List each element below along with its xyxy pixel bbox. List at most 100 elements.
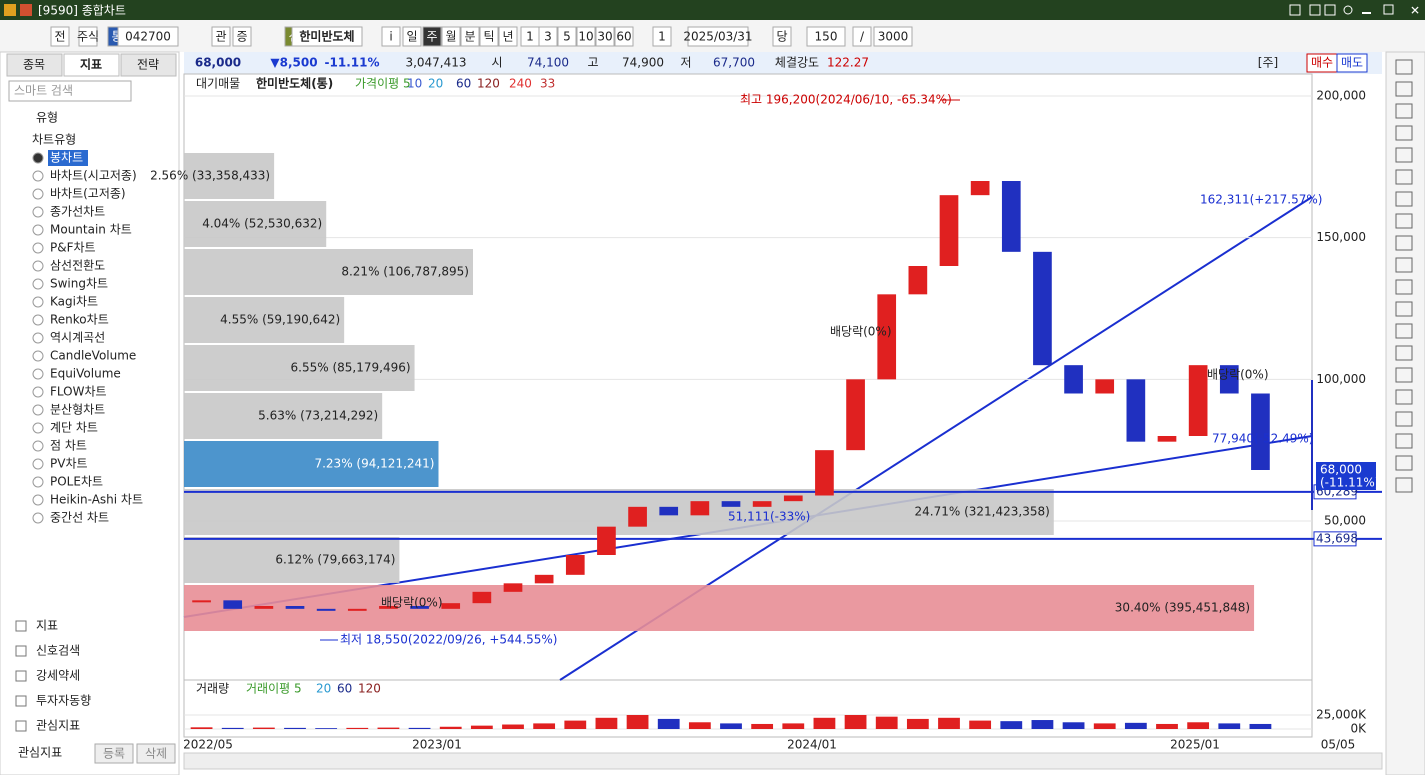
section[interactable]: 신호검색	[36, 644, 80, 658]
tool-icon[interactable]	[1395, 301, 1413, 317]
tool-icon[interactable]	[1395, 213, 1413, 229]
toolbar-label[interactable]: 042700	[125, 30, 171, 44]
tool-icon[interactable]	[1395, 257, 1413, 273]
tab[interactable]	[6, 53, 63, 77]
radio[interactable]	[32, 296, 44, 308]
tool-icon[interactable]	[1395, 81, 1413, 97]
search-placeholder[interactable]: 스마트 검색	[14, 84, 73, 98]
toolbar-button[interactable]	[498, 26, 518, 47]
toolbar-button[interactable]	[652, 26, 672, 47]
radio[interactable]	[32, 314, 44, 326]
toolbar-button[interactable]	[614, 26, 634, 47]
search-box[interactable]	[8, 80, 132, 102]
toolbar-button[interactable]	[381, 26, 401, 47]
toolbar-label[interactable]: 한미반도체	[299, 29, 354, 44]
tab[interactable]	[120, 53, 177, 77]
toolbar-label[interactable]: 60	[616, 30, 631, 44]
toolbar-label[interactable]: 틱	[483, 30, 494, 44]
toolbar-label[interactable]: 통	[111, 30, 122, 44]
toolbar-label[interactable]: 전	[54, 30, 65, 44]
chart-type[interactable]: CandleVolume	[50, 349, 136, 363]
chart-type[interactable]: 분산형차트	[50, 403, 105, 417]
toolbar-label[interactable]: /	[860, 30, 865, 44]
toolbar-label[interactable]: 관	[215, 30, 226, 44]
chart-type[interactable]: 종가선차트	[50, 205, 105, 219]
chart-type[interactable]: 계단 차트	[50, 421, 98, 435]
chart-type[interactable]: P&F차트	[50, 241, 96, 255]
expand-icon[interactable]	[15, 670, 27, 682]
chart-type[interactable]: FLOW차트	[50, 385, 107, 399]
toolbar-button[interactable]	[291, 26, 363, 47]
tool-icon[interactable]	[1395, 169, 1413, 185]
tool-icon[interactable]	[1395, 345, 1413, 361]
radio[interactable]	[32, 206, 44, 218]
radio[interactable]	[32, 170, 44, 182]
quote-buy[interactable]: 매수	[1311, 56, 1333, 70]
tool-icon[interactable]	[1395, 279, 1413, 295]
chart-type[interactable]: PV차트	[50, 457, 88, 471]
tool-icon[interactable]	[1395, 455, 1413, 471]
section[interactable]: 강세약세	[36, 668, 80, 683]
chart-type[interactable]: 바차트(시고저종)	[50, 169, 137, 183]
toolbar-button[interactable]	[873, 26, 913, 47]
toolbar-button[interactable]	[402, 26, 422, 47]
toolbar-button[interactable]	[479, 26, 499, 47]
toolbar-label[interactable]: 분	[464, 30, 475, 44]
chart-type[interactable]: 점 차트	[50, 439, 87, 453]
radio[interactable]	[32, 368, 44, 380]
radio[interactable]	[32, 476, 44, 488]
trade-button[interactable]	[1336, 53, 1368, 73]
tool-icon[interactable]	[1395, 389, 1413, 405]
toolbar-label[interactable]: 3	[544, 30, 552, 44]
toolbar-button[interactable]	[852, 26, 872, 47]
toolbar-button[interactable]	[117, 26, 179, 47]
radio[interactable]	[32, 224, 44, 236]
toolbar-label[interactable]: 30	[597, 30, 612, 44]
chart-type[interactable]: Mountain 차트	[50, 223, 132, 237]
toolbar-label[interactable]: 당	[776, 30, 787, 44]
radio[interactable]	[32, 404, 44, 416]
footer-button[interactable]	[136, 743, 176, 764]
chart-type[interactable]: 바차트(고저종)	[50, 187, 126, 201]
radio[interactable]	[32, 350, 44, 362]
chart-type[interactable]: EquiVolume	[50, 367, 121, 381]
tool-icon[interactable]	[1395, 59, 1413, 75]
toolbar-button[interactable]	[211, 26, 231, 47]
footer-button[interactable]	[94, 743, 134, 764]
tool-icon[interactable]	[1395, 191, 1413, 207]
footer-button-label[interactable]: 삭제	[145, 747, 167, 761]
chart-type[interactable]: 봉차트	[50, 151, 83, 165]
toolbar-button[interactable]	[806, 26, 846, 47]
chart-type[interactable]: POLE차트	[50, 475, 103, 489]
radio[interactable]	[32, 332, 44, 344]
toolbar-label[interactable]: 1	[526, 30, 534, 44]
radio[interactable]	[32, 494, 44, 506]
radio[interactable]	[32, 422, 44, 434]
tab-label[interactable]: 전략	[137, 58, 159, 72]
toolbar-button[interactable]	[557, 26, 577, 47]
tool-icon[interactable]	[1395, 411, 1413, 427]
tool-icon[interactable]	[1395, 433, 1413, 449]
chart-type[interactable]: Heikin-Ashi 차트	[50, 493, 143, 507]
tab[interactable]	[63, 53, 120, 77]
toolbar-button[interactable]	[772, 26, 792, 47]
section[interactable]: 관심지표	[36, 719, 80, 733]
toolbar-label[interactable]: 주식	[77, 30, 99, 44]
toolbar-label[interactable]: 150	[815, 30, 838, 44]
toolbar-button[interactable]	[576, 26, 596, 47]
chart-type[interactable]: Swing차트	[50, 277, 108, 291]
footer-button-label[interactable]: 등록	[103, 747, 125, 761]
toolbar-label[interactable]: 주	[426, 30, 437, 44]
expand-icon[interactable]	[15, 645, 27, 657]
tool-icon[interactable]	[1395, 125, 1413, 141]
section[interactable]: 투자자동향	[36, 694, 91, 708]
toolbar-button[interactable]	[538, 26, 558, 47]
scrollbar[interactable]	[183, 752, 1383, 770]
toolbar-label[interactable]: 10	[578, 30, 593, 44]
radio[interactable]	[32, 440, 44, 452]
toolbar-label[interactable]: 증	[236, 30, 247, 44]
radio[interactable]	[32, 188, 44, 200]
toolbar-label[interactable]: 1	[658, 30, 666, 44]
chart-type[interactable]: Kagi차트	[50, 295, 98, 309]
expand-icon[interactable]	[15, 720, 27, 732]
